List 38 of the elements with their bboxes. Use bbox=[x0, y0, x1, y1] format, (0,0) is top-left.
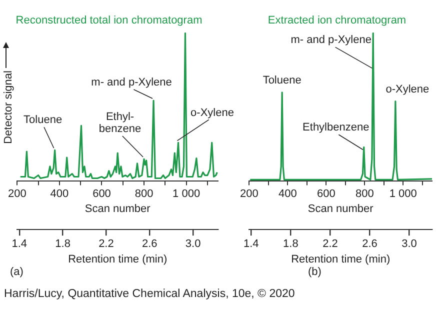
x-tick-label: 800 bbox=[355, 188, 374, 200]
annotation: Ethyl- benzene bbox=[98, 111, 142, 136]
x-tick-label: 1 000 bbox=[172, 188, 200, 200]
annotation: m- and p-Xylene bbox=[290, 34, 372, 46]
x-tick-label: 600 bbox=[92, 188, 111, 200]
x-tick-label: 400 bbox=[278, 188, 297, 200]
x2-axis-title: Retention time (min) bbox=[291, 253, 390, 266]
text: Harris/Lucy, Quantitative Chemical Analysis, 10e, © 2020 bbox=[3, 288, 295, 300]
x2-tick-label: 2.6 bbox=[142, 238, 158, 250]
annotation: Toluene bbox=[24, 114, 62, 126]
annotation: Toluene bbox=[262, 74, 302, 86]
x-tick-label: 800 bbox=[134, 188, 154, 200]
x2-tick-label: 1.8 bbox=[283, 238, 298, 250]
x-tick-label: 200 bbox=[8, 188, 26, 200]
text: (b) bbox=[307, 266, 322, 278]
x2-tick-label: 2.2 bbox=[98, 238, 114, 250]
x-tick-label: 400 bbox=[50, 188, 69, 200]
x-tick-label: 1 000 bbox=[389, 188, 417, 200]
x2-tick-label: 1.4 bbox=[244, 238, 259, 250]
x2-tick-label: 3.0 bbox=[402, 238, 417, 250]
x-axis-title: Scan number bbox=[308, 203, 374, 216]
x2-tick-label: 2.2 bbox=[322, 238, 338, 250]
x2-tick-label: 1.4 bbox=[12, 238, 28, 250]
x-axis-title: Scan number bbox=[84, 203, 151, 216]
annotation: m- and p-Xylene bbox=[91, 76, 172, 89]
x2-tick-label: 3.0 bbox=[185, 238, 201, 250]
annotation: Ethylbenzene bbox=[302, 122, 370, 134]
x2-tick-label: 1.8 bbox=[55, 238, 70, 250]
x2-tick-label: 2.6 bbox=[362, 238, 378, 250]
x-tick-label: 200 bbox=[240, 188, 258, 200]
chart-title: Extracted ion chromatogram bbox=[268, 14, 406, 27]
chart-title: Reconstructed total ion chromatogram bbox=[16, 14, 202, 27]
annotation: o-Xylene bbox=[190, 106, 234, 119]
y-axis-title: Detector signal bbox=[2, 70, 15, 144]
x2-axis-title: Retention time (min) bbox=[68, 253, 168, 266]
annotation: o-Xylene bbox=[386, 83, 430, 96]
x-tick-label: 600 bbox=[316, 188, 336, 200]
text: (a) bbox=[9, 266, 24, 278]
